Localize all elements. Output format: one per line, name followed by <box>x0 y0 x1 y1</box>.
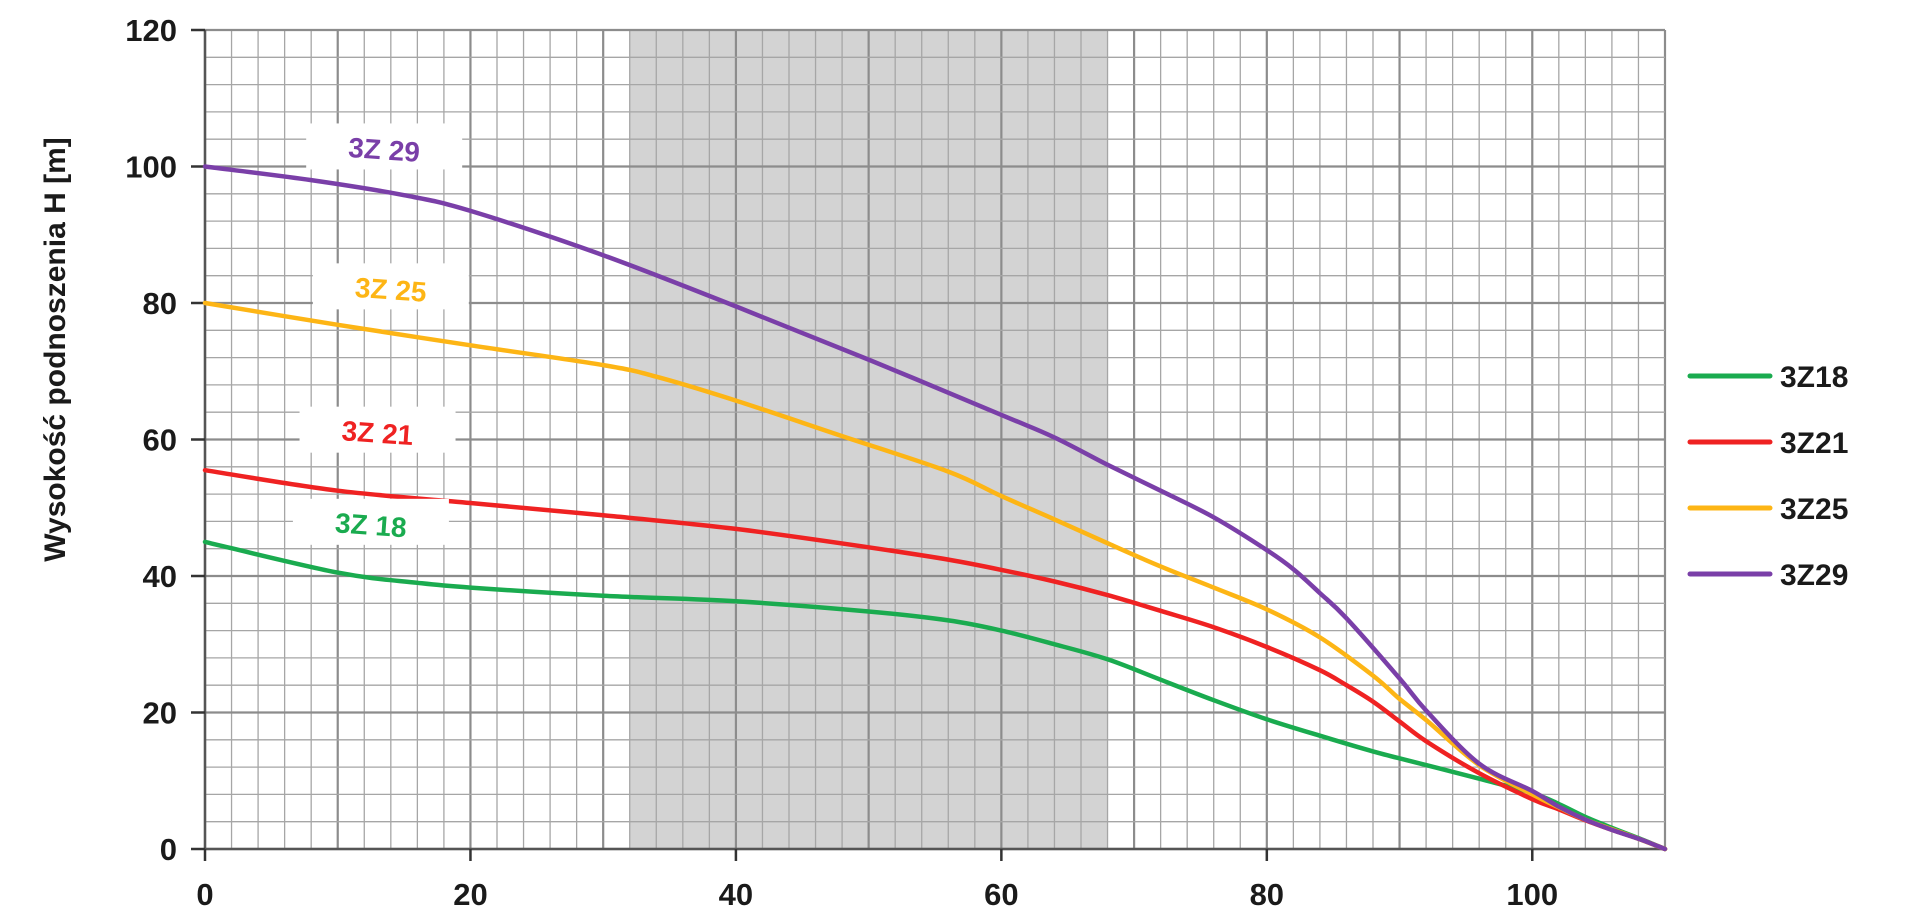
x-tick-label: 100 <box>1506 877 1558 912</box>
y-tick-label: 100 <box>125 150 177 185</box>
series-line-3z21 <box>202 467 1668 852</box>
series-lines <box>202 164 1668 852</box>
y-tick-label: 0 <box>160 832 177 867</box>
curve-label-3z29: 3Z 29 <box>347 132 421 168</box>
curve-labels: 3Z 18 3Z 21 3Z 25 3Z 29 <box>292 123 469 545</box>
curve-label-3z21: 3Z 21 <box>341 415 415 451</box>
y-tick-label: 80 <box>143 286 177 321</box>
legend: 3Z18 3Z21 3Z25 3Z29 <box>1687 361 1848 592</box>
legend-label-3z21: 3Z21 <box>1780 427 1848 460</box>
y-tick-label: 60 <box>143 423 177 458</box>
y-tick-label: 120 <box>125 13 177 48</box>
series-line-3z18 <box>202 539 1668 852</box>
x-tick-label: 0 <box>196 877 213 912</box>
y-tick-label: 40 <box>143 559 177 594</box>
curve-label-backdrop <box>312 263 469 310</box>
series-line-3z29 <box>202 164 1668 852</box>
curve-label-backdrop <box>292 498 449 545</box>
curve-label-backdrop <box>299 406 456 453</box>
legend-label-3z29: 3Z29 <box>1780 559 1848 592</box>
legend-label-3z18: 3Z18 <box>1780 361 1848 394</box>
y-axis-label: Wysokość podnoszenia H [m] <box>39 137 72 562</box>
x-tick-label: 20 <box>453 877 487 912</box>
x-tick-label: 80 <box>1250 877 1284 912</box>
x-tick-label: 40 <box>719 877 753 912</box>
curve-label-3z18: 3Z 18 <box>334 507 408 543</box>
x-tick-label: 60 <box>984 877 1018 912</box>
y-tick-label: 20 <box>143 696 177 731</box>
tick-labels: 0 20 40 60 80 100 120 0 20 40 60 80 100 <box>125 13 1558 912</box>
legend-label-3z25: 3Z25 <box>1780 493 1848 526</box>
curve-label-backdrop <box>306 123 463 170</box>
curve-label-3z25: 3Z 25 <box>354 272 428 308</box>
